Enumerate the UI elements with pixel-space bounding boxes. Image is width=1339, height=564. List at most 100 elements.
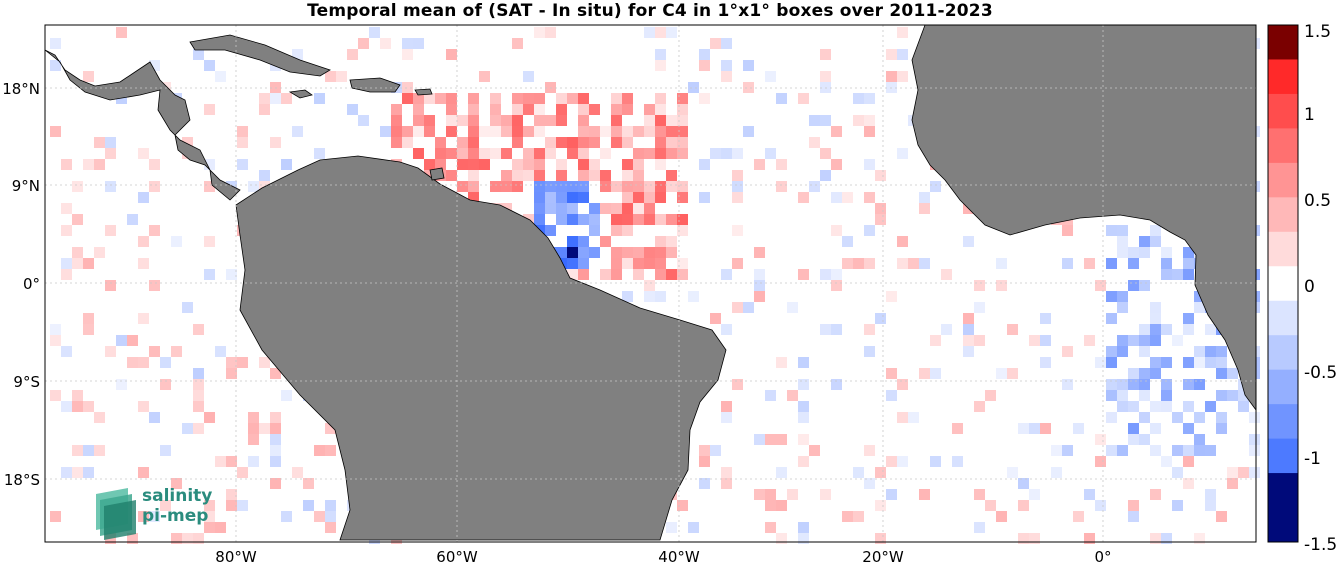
data-cell [1249, 434, 1260, 445]
data-cell [644, 280, 655, 291]
data-cell [182, 445, 193, 456]
data-cell [666, 27, 677, 38]
data-cell [941, 291, 952, 302]
colorbar-label: 1 [1304, 105, 1315, 125]
data-cell [105, 280, 116, 291]
data-cell [798, 192, 809, 203]
data-cell [1128, 401, 1139, 412]
data-cell [1194, 302, 1205, 313]
data-cell [138, 467, 149, 478]
data-cell [116, 335, 127, 346]
lat-tick-label: 9°S [13, 373, 40, 391]
data-cell [1150, 335, 1161, 346]
data-cell [732, 379, 743, 390]
data-cell [765, 71, 776, 82]
data-cell [61, 203, 72, 214]
data-cell [600, 236, 611, 247]
data-cell [138, 445, 149, 456]
data-cell [732, 148, 743, 159]
data-cell [105, 467, 116, 478]
data-cell [1139, 280, 1150, 291]
data-cell [237, 126, 248, 137]
data-cell [50, 511, 61, 522]
data-cell [545, 148, 556, 159]
data-cell [622, 192, 633, 203]
data-cell [886, 71, 897, 82]
data-cell [567, 203, 578, 214]
data-cell [699, 159, 710, 170]
data-cell [732, 258, 743, 269]
data-cell [908, 269, 919, 280]
data-cell [1062, 511, 1073, 522]
data-cell [820, 324, 831, 335]
data-cell [1161, 390, 1172, 401]
data-cell [699, 522, 710, 533]
data-cell [1007, 291, 1018, 302]
data-cell [1161, 247, 1172, 258]
data-cell [875, 170, 886, 181]
data-cell [919, 335, 930, 346]
data-cell [622, 170, 633, 181]
data-cell [919, 203, 930, 214]
data-cell [754, 280, 765, 291]
data-cell [1205, 346, 1216, 357]
data-cell [270, 82, 281, 93]
data-cell [171, 511, 182, 522]
data-cell [259, 423, 270, 434]
colorbar-step [1268, 93, 1298, 129]
data-cell [1007, 357, 1018, 368]
data-cell [710, 148, 721, 159]
data-cell [1205, 401, 1216, 412]
data-cell [402, 93, 413, 104]
data-cell [1117, 357, 1128, 368]
data-cell [842, 236, 853, 247]
data-cell [1172, 335, 1183, 346]
data-cell [479, 126, 490, 137]
data-cell [1194, 379, 1205, 390]
data-cell [292, 478, 303, 489]
data-cell [809, 181, 820, 192]
data-cell [897, 412, 908, 423]
data-cell [1095, 357, 1106, 368]
data-cell [1073, 423, 1084, 434]
data-cell [622, 225, 633, 236]
data-cell [666, 137, 677, 148]
data-cell [622, 126, 633, 137]
data-cell [578, 247, 589, 258]
data-cell [677, 93, 688, 104]
data-cell [787, 489, 798, 500]
data-cell [72, 181, 83, 192]
data-cell [1029, 258, 1040, 269]
data-cell [457, 137, 468, 148]
data-cell [732, 225, 743, 236]
lon-tick-label: 0° [1094, 548, 1111, 564]
data-cell [600, 170, 611, 181]
data-cell [259, 27, 270, 38]
data-cell [325, 423, 336, 434]
data-cell [666, 170, 677, 181]
data-cell [919, 324, 930, 335]
data-cell [446, 126, 457, 137]
data-cell [50, 324, 61, 335]
data-cell [600, 203, 611, 214]
data-cell [1139, 346, 1150, 357]
lon-tick-label: 20°W [862, 548, 904, 564]
data-cell [116, 181, 127, 192]
data-cell [1150, 401, 1161, 412]
data-cell [501, 148, 512, 159]
data-cell [204, 269, 215, 280]
data-cell [226, 269, 237, 280]
data-cell [556, 181, 567, 192]
data-cell [512, 104, 523, 115]
data-cell [347, 104, 358, 115]
data-cell [831, 115, 842, 126]
data-cell [644, 181, 655, 192]
data-cell [864, 159, 875, 170]
data-cell [875, 203, 886, 214]
data-cell [534, 115, 545, 126]
data-cell [534, 181, 545, 192]
data-cell [1106, 346, 1117, 357]
data-cell [875, 313, 886, 324]
data-cell [61, 423, 72, 434]
data-cell [215, 324, 226, 335]
